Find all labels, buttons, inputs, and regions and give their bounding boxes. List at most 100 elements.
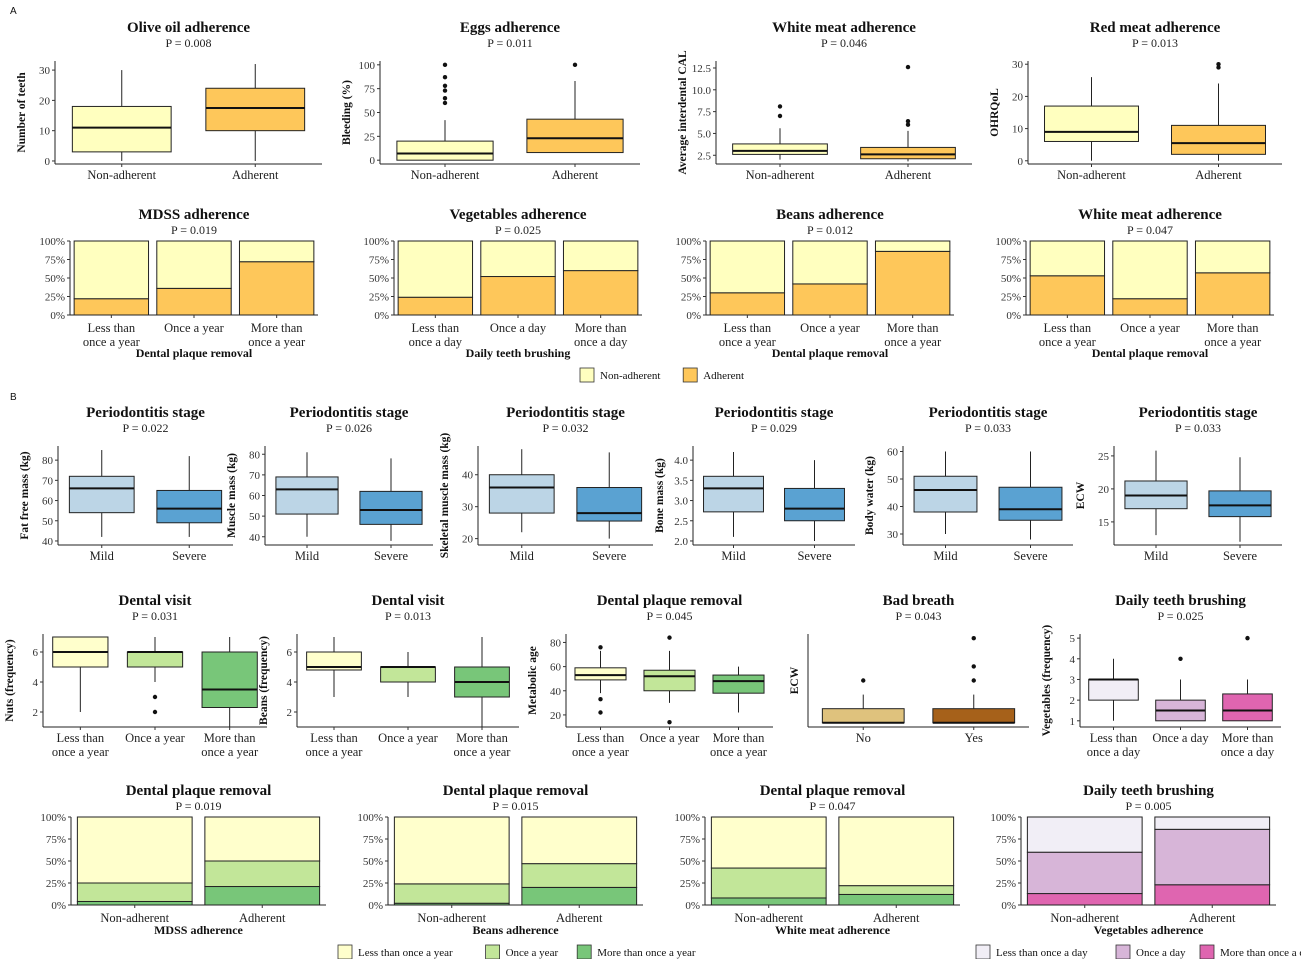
stacked-segment	[874, 240, 951, 252]
y-tick-label: 75%	[369, 255, 389, 267]
stacked-segment	[1026, 816, 1143, 853]
box-non-adherent	[732, 143, 828, 155]
y-axis-title: Beans (frequency)	[258, 636, 270, 725]
x-category-label: Non-adherent	[734, 911, 803, 925]
stacked-segment	[1154, 884, 1271, 906]
stacked-segment	[838, 816, 955, 887]
p-value: P = 0.029	[751, 421, 797, 435]
y-tick-label: 30	[462, 502, 474, 514]
x-axis-title: MDSS adherence	[154, 923, 243, 937]
x-category-label-line: Non-adherent	[417, 911, 486, 925]
chart-title: Daily teeth brushing	[1083, 783, 1214, 799]
x-category-label-line: once a day	[409, 335, 463, 349]
box-mild	[488, 474, 555, 514]
stacked-segment	[709, 240, 786, 294]
y-tick-label: 100%	[675, 236, 701, 248]
x-axis-title: Dental plaque removal	[1092, 346, 1209, 360]
box-adherent	[205, 87, 306, 132]
outlier-point	[152, 709, 158, 715]
x-category-label: More than once a year	[454, 731, 512, 759]
x-category-label-line: once a day	[1087, 745, 1141, 759]
outlier-point	[667, 635, 672, 640]
outlier-point	[667, 719, 672, 725]
y-tick-label: 50	[249, 511, 261, 523]
stacked-segment	[76, 816, 193, 884]
x-category-label-line: Severe	[374, 549, 408, 563]
x-category-label: Adherent	[239, 911, 286, 925]
stacked-segment	[1029, 275, 1106, 316]
legend-swatch	[1115, 944, 1131, 959]
x-category-label-line: Once a year	[640, 731, 701, 745]
y-tick-label: 60	[249, 491, 261, 503]
outlier-point	[1216, 65, 1221, 70]
y-tick-label: 0%	[1001, 900, 1016, 912]
p-value: P = 0.025	[495, 223, 541, 237]
outlier-point	[442, 88, 448, 93]
x-category-label: Non-adherent	[417, 911, 486, 925]
x-category-label-line: Mild	[721, 549, 746, 563]
outlier-point	[442, 62, 448, 68]
chart-title: White meat adherence	[772, 20, 916, 36]
x-category-label: More than once a year	[710, 731, 768, 759]
x-category-label-line: Adherent	[1189, 911, 1236, 925]
outlier-point	[152, 694, 158, 700]
legend-swatch	[682, 367, 698, 383]
y-axis-title: Number of teeth	[16, 72, 28, 153]
chart-title: Vegetables adherence	[449, 207, 586, 223]
stacked-segment	[238, 261, 315, 316]
x-category-label-line: Less than	[724, 321, 772, 335]
x-axis-title: Dental plaque removal	[136, 346, 253, 360]
p-value: P = 0.022	[123, 421, 169, 435]
x-category-label-line: More than	[713, 731, 765, 745]
p-value: P = 0.013	[1132, 36, 1178, 50]
x-category-label-line: Once a year	[1120, 321, 1181, 335]
y-tick-label: 25%	[369, 292, 389, 304]
p-value: P = 0.031	[132, 609, 178, 623]
legend-swatch	[1199, 944, 1215, 959]
box-adherent	[526, 118, 624, 154]
stacked-segment	[1112, 298, 1188, 316]
x-category-label-line: Severe	[172, 549, 206, 563]
y-tick-label: 25%	[1001, 292, 1021, 304]
y-tick-label: 75%	[363, 834, 383, 846]
box-more-than-once-a-year	[712, 674, 765, 694]
legend-layer: Non-adherent Adherent Less than once a yea…	[337, 367, 1301, 959]
box-adherent	[1171, 124, 1266, 155]
x-category-label-line: once a year	[83, 335, 141, 349]
outlier-point	[598, 710, 603, 715]
x-category-label-line: Less than	[310, 731, 358, 745]
y-axis-title: Average interdental CAL	[677, 50, 689, 175]
box-less-than-once-a-day	[1088, 678, 1139, 701]
x-category-label-line: More than	[1207, 321, 1259, 335]
stacked-segment	[562, 240, 639, 272]
x-category-label-line: More than	[456, 731, 508, 745]
y-tick-label: 0%	[686, 310, 701, 322]
x-category-label-line: Mild	[933, 549, 958, 563]
x-category-label: Severe	[797, 549, 831, 563]
x-category-label-line: Less than	[88, 321, 136, 335]
x-category-label: Less than once a day	[1087, 731, 1141, 759]
stacked-segment	[480, 276, 556, 316]
x-category-label: Severe	[592, 549, 626, 563]
x-category-label-line: Non-adherent	[1057, 168, 1126, 182]
x-category-label-line: More than	[204, 731, 256, 745]
x-category-label: Mild	[90, 549, 115, 563]
p-value: P = 0.047	[810, 799, 856, 813]
x-category-label-line: No	[856, 731, 871, 745]
y-tick-label: 0%	[685, 900, 700, 912]
y-tick-label: 100%	[40, 812, 66, 824]
chart-title: Bad breath	[883, 593, 955, 609]
chart-title: Periodontitis stage	[290, 405, 409, 421]
x-category-label: Once a day	[490, 321, 547, 335]
y-tick-label: 0%	[50, 310, 65, 322]
y-tick-label: 40	[887, 502, 899, 514]
x-category-label-line: Mild	[295, 549, 320, 563]
p-value: P = 0.047	[1127, 223, 1173, 237]
panel-label-b: B	[10, 392, 17, 403]
x-category-label-line: Severe	[1013, 549, 1047, 563]
y-tick-label: 30	[887, 529, 899, 541]
